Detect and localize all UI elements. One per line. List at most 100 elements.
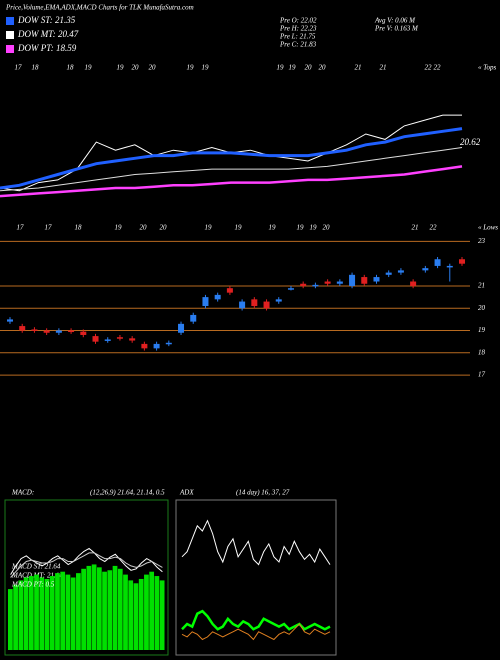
y-tick-label: 19 (478, 326, 486, 334)
macd-bar (49, 576, 55, 650)
x-tick-label: 20 (319, 64, 327, 72)
x-tick-label: 20 (140, 224, 148, 232)
candle-body (263, 301, 270, 309)
candle-body (68, 330, 75, 333)
macd-bar (13, 584, 18, 650)
x-tick-label: 21 (380, 64, 387, 72)
candle-body (434, 259, 441, 266)
candle-body (239, 301, 246, 309)
macd-bar (91, 564, 97, 650)
candle-body (226, 288, 233, 293)
info-text: Avg V: 0.06 M (374, 17, 416, 25)
macd-bar (128, 580, 134, 650)
candle-body (7, 319, 13, 322)
series-line (0, 147, 463, 192)
macd-bar (159, 580, 165, 650)
candle-body (92, 336, 99, 342)
candle-body (300, 283, 307, 286)
info-text: Pre L: 21.75 (279, 33, 316, 41)
y-tick-label: 23 (478, 237, 486, 245)
macd-bar (154, 576, 160, 650)
candle-body (324, 281, 331, 284)
candle-body (422, 268, 429, 271)
y-tick-label: 20 (478, 304, 486, 312)
candle-body (251, 299, 258, 307)
macd-bar (96, 567, 102, 650)
page-title: Price,Volume,EMA,ADX,MACD Charts for TLK… (5, 4, 194, 12)
macd-bar (44, 578, 50, 650)
candle-body (202, 297, 209, 307)
panel-subtitle: (12,26,9) 21.64, 21.14, 0.5 (90, 489, 165, 497)
x-tick-label: 20 (323, 224, 331, 232)
macd-bar (65, 574, 71, 650)
x-tick-label: 17 (15, 64, 23, 72)
x-tick-label: 19 (187, 64, 195, 72)
macd-bar (70, 577, 76, 650)
candle-body (190, 314, 197, 322)
info-text: Pre C: 21.83 (279, 41, 317, 49)
candle-body (373, 277, 380, 282)
x-tick-label: 20 (149, 64, 157, 72)
macd-bar (60, 571, 66, 650)
x-tick-label: 19 (115, 224, 123, 232)
x-tick-label: 21 (355, 64, 362, 72)
candle-body (153, 343, 160, 349)
x-tick-label: 20 (160, 224, 168, 232)
candle-body (214, 294, 221, 300)
macd-bar (28, 576, 34, 650)
candle-body (80, 331, 87, 335)
adx-line (181, 609, 331, 631)
candle-body (397, 270, 404, 273)
y-tick-label: 18 (478, 348, 486, 356)
candle-body (104, 339, 111, 341)
macd-bar (123, 574, 128, 650)
x-tick-label: 18 (32, 64, 40, 72)
x-tick-label: 19 (297, 224, 305, 232)
x-tick-label: 19 (205, 224, 213, 232)
macd-bar (8, 589, 13, 650)
candle-body (165, 342, 172, 345)
panel-label: « Lows (478, 224, 498, 232)
x-tick-label: 19 (269, 224, 277, 232)
macd-bar (39, 577, 45, 650)
macd-bar (81, 568, 86, 650)
legend-swatch (6, 17, 14, 25)
x-tick-label: 18 (67, 64, 75, 72)
x-tick-label: 20 (305, 64, 313, 72)
candle-body (55, 330, 62, 333)
candle-body (178, 323, 185, 333)
x-tick-label: 19 (277, 64, 285, 72)
candle-body (410, 281, 417, 286)
candle-body (385, 272, 392, 275)
x-tick-label: 21 (412, 224, 419, 232)
macd-bar (112, 565, 118, 650)
macd-bar (133, 583, 139, 650)
adx-line (181, 623, 331, 641)
macd-bar (138, 578, 144, 650)
x-tick-label: 17 (17, 224, 25, 232)
x-tick-label: 19 (289, 64, 297, 72)
macd-bar (149, 571, 155, 650)
macd-bar (76, 573, 81, 650)
candle-body (141, 343, 148, 349)
macd-bar (34, 574, 39, 650)
legend-label: DOW PT: 18.59 (17, 43, 77, 53)
candle-body (43, 330, 50, 333)
legend-label: DOW MT: 20.47 (17, 29, 79, 39)
series-line (0, 127, 463, 190)
legend-label: MACD PT: 0.5 (11, 581, 55, 589)
legend-swatch (6, 31, 14, 39)
macd-line (10, 547, 163, 575)
panel-subtitle: (14 day) 16, 37, 27 (236, 489, 290, 497)
x-tick-label: 22 (430, 224, 438, 232)
candle-body (459, 259, 465, 264)
candle-body (361, 277, 368, 284)
panel-title: MACD: (11, 489, 34, 497)
x-tick-label: 18 (75, 224, 83, 232)
legend-swatch (6, 45, 14, 53)
candle-body (129, 338, 136, 341)
macd-bar (55, 573, 60, 650)
info-text: Pre H: 22.23 (279, 25, 317, 33)
info-text: Pre O: 22.02 (279, 17, 317, 25)
